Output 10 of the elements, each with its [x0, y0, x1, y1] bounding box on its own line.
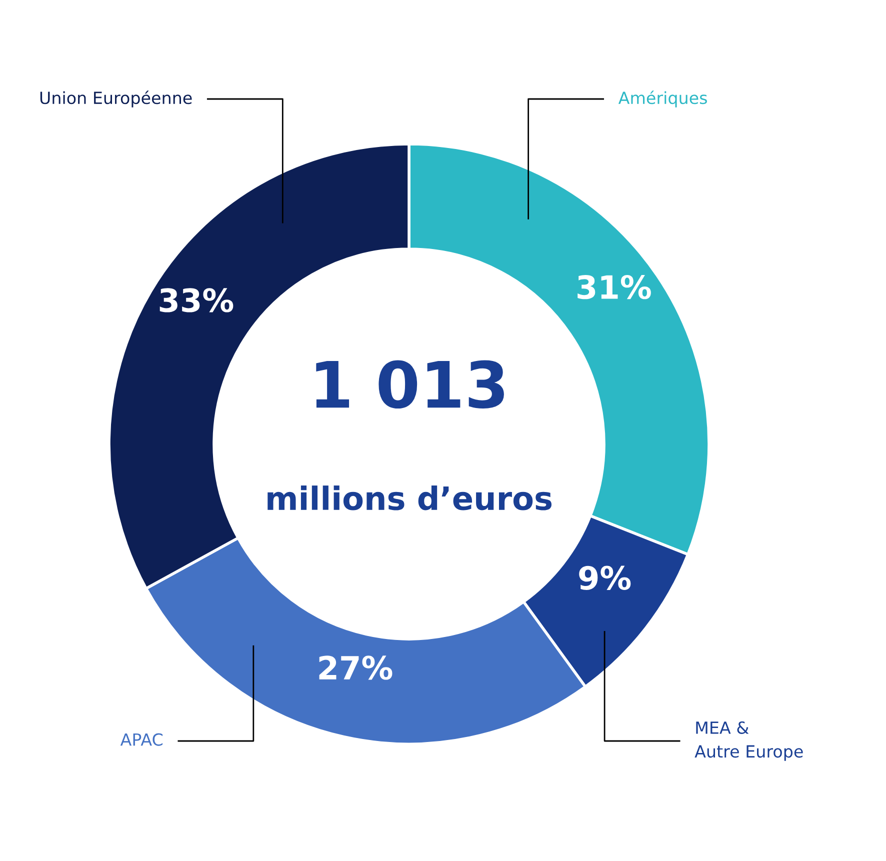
slice-label: MEA & Autre Europe [694, 721, 803, 761]
slice-label: APAC [120, 733, 163, 746]
data-label: 31% [578, 274, 651, 300]
slice-label: Amériques [618, 90, 707, 108]
data-label: 27% [319, 656, 392, 680]
data-label: 33% [160, 288, 234, 312]
slice-label: Union Européenne [40, 90, 192, 108]
data-label: 9% [579, 566, 631, 590]
text: millions d’euros [268, 486, 552, 510]
text: 1 013 [316, 360, 504, 409]
